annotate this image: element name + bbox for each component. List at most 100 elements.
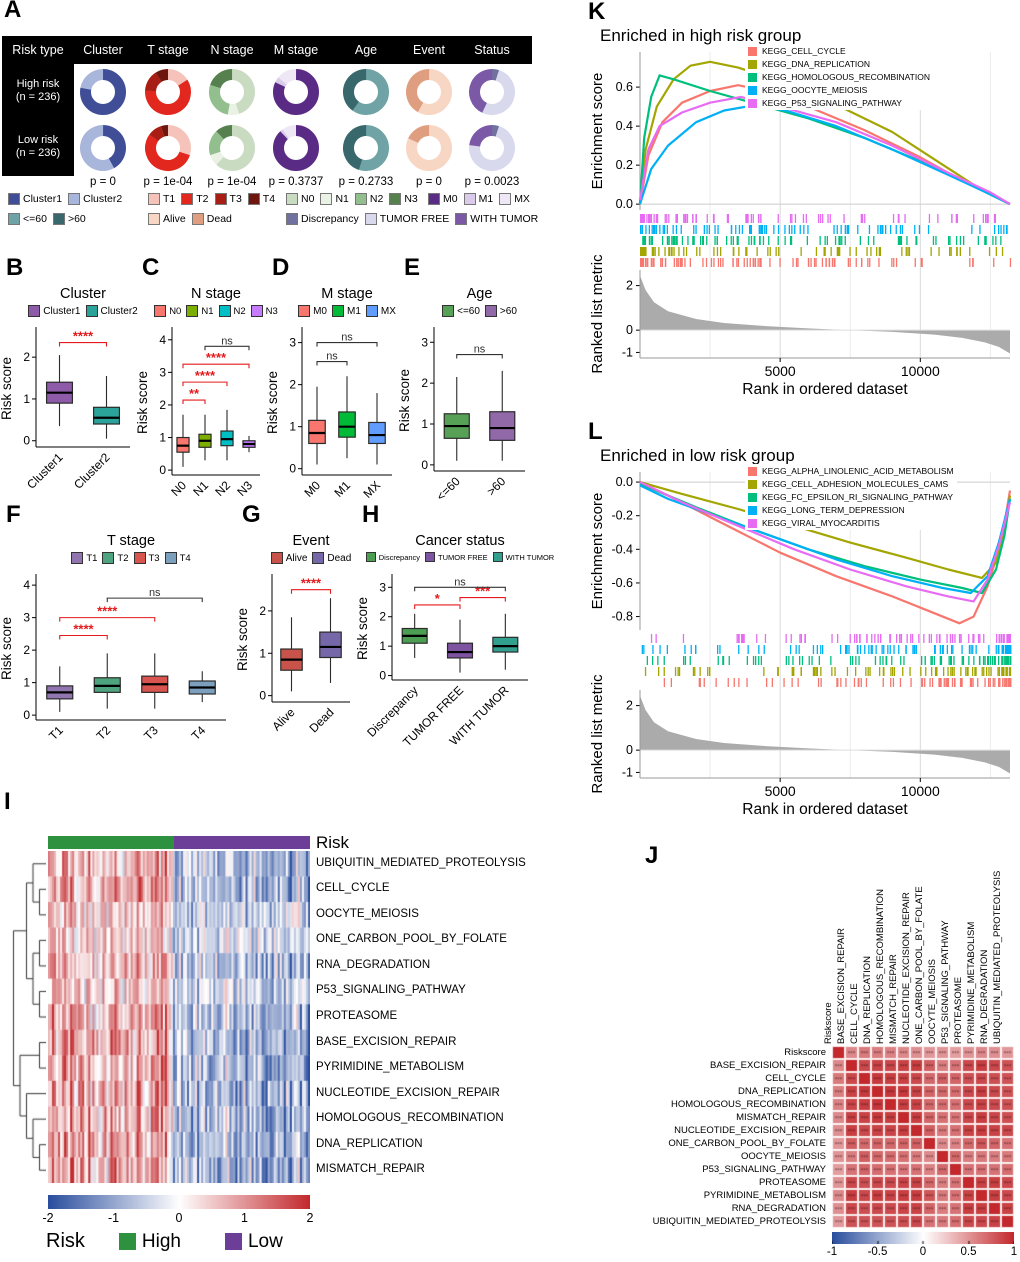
rug-tick (946, 645, 948, 654)
rug-tick (783, 678, 785, 687)
rug-tick (882, 656, 884, 665)
colorbar-tick-label: 1 (241, 1211, 248, 1225)
legend-label: WITH TUMOR (470, 213, 539, 225)
rug-tick (925, 667, 927, 676)
rug-tick (753, 258, 755, 267)
colorbar-tick-label: 1 (1010, 1246, 1018, 1258)
sig-bracket (182, 399, 206, 405)
rug-tick (992, 236, 994, 245)
legend-item: Cluster2 (85, 305, 138, 317)
rug-tick (975, 667, 977, 676)
rug-tick (987, 656, 989, 665)
legend-item: KEGG_OOCYTE_MEIOSIS (748, 85, 930, 95)
corr-col-label: MISMATCH_REPAIR (887, 954, 899, 1044)
risk-legend-label: High (141, 1230, 181, 1252)
corr-row-label: HOMOLOGOUS_RECOMBINATION (670, 1099, 826, 1110)
rug-tick (885, 656, 887, 665)
y-tick-label: 3 (289, 336, 296, 350)
corr-row-label: MISMATCH_REPAIR (736, 1112, 826, 1123)
rug-tick (995, 645, 997, 654)
corr-col-label: HOMOLOGOUS_RECOMBINATION (874, 888, 886, 1044)
rug-tick (702, 258, 704, 267)
rug-tick (654, 225, 656, 234)
rug-tick (915, 236, 917, 245)
donut-segment (208, 69, 255, 115)
sig-bracket (59, 617, 156, 622)
expression-heatmap-canvas (48, 851, 310, 1183)
rug-tick (800, 667, 802, 676)
ranked-metric-area (640, 695, 1010, 774)
rug-tick (1000, 236, 1002, 245)
legend-label: Discrepancy (378, 552, 421, 562)
rug-tick (988, 678, 990, 687)
rug-tick (716, 236, 718, 245)
legend-item: KEGG_P53_SIGNALING_PATHWAY (748, 98, 930, 108)
corr-row-label: UBIQUITIN_MEDIATED_PROTEOLYSIS (652, 1216, 826, 1227)
y-tick-label: 2 (23, 350, 30, 364)
rug-tick (899, 678, 902, 687)
x-tick-label: N0 (168, 478, 189, 499)
rug-tick (674, 667, 677, 676)
rug-tick (830, 247, 832, 256)
rug-tick (792, 667, 794, 676)
rug-tick (733, 247, 735, 256)
rug-tick (1008, 656, 1010, 665)
y-tick-label: 1 (23, 392, 30, 406)
rug-tick (999, 678, 1001, 687)
legend-key (218, 305, 231, 317)
rug-tick (866, 634, 868, 643)
rug-tick (813, 258, 816, 267)
rug-tick (914, 645, 916, 654)
y-tick-label: 2 (259, 604, 266, 618)
rug-tick (678, 247, 680, 256)
panel-b-chart: 0 1 2 Risk score Cluster1 Cluster2 **** (0, 258, 138, 505)
rug-tick (726, 236, 728, 245)
rug-tick (921, 678, 924, 687)
rug-tick (819, 236, 821, 245)
risk-legend-label: Low (247, 1230, 283, 1252)
rug-tick (969, 247, 971, 256)
colorbar-tick-label: 0.5 (960, 1246, 977, 1258)
boxplot-B: 0 1 2 Risk score Cluster1 Cluster2 **** (0, 327, 130, 492)
legend-key (748, 505, 757, 515)
rug-tick (666, 236, 669, 245)
panel-d: D M stage M0 M1 MX 0 1 2 3 Risk score M0 M1 MX ns n… (265, 254, 400, 505)
rug-tick (1010, 656, 1012, 665)
legend-item: TUMOR FREE (364, 213, 449, 225)
rug-tick (651, 225, 653, 234)
rug-tick (901, 247, 903, 256)
x-tick-label: T1 (46, 723, 66, 743)
rug-tick (995, 247, 997, 256)
x-tick-label: M1 (331, 478, 353, 500)
row-label-line2: (n = 236) (15, 91, 61, 103)
rug-tick (939, 678, 941, 687)
rug-tick (855, 247, 857, 256)
panel-e-legend: <=60 >60 (426, 305, 533, 317)
rug-tick (656, 214, 659, 223)
rug-tick (915, 645, 917, 654)
rug-tick (810, 258, 812, 267)
rug-tick (702, 236, 704, 245)
legend-key (85, 305, 98, 317)
corr-col-label: RNA_DEGRADATION (978, 949, 990, 1044)
rug-tick (977, 634, 980, 643)
rug-tick (899, 225, 902, 234)
p-value: p = 0.2733 (338, 176, 394, 188)
rug-tick (726, 214, 729, 223)
legend-label: KEGG_HOMOLOGOUS_RECOMBINATION (762, 72, 930, 82)
rug-tick (760, 258, 762, 267)
rug-tick (643, 236, 645, 245)
rug-tick (1001, 247, 1004, 256)
rug-tick (807, 225, 809, 234)
rug-tick (690, 645, 692, 654)
rug-tick (750, 225, 752, 234)
rug-tick (642, 247, 644, 256)
y-tick-label: 2 (379, 610, 386, 624)
rug-tick (951, 678, 954, 687)
rug-tick (799, 634, 801, 643)
rug-tick (989, 656, 992, 665)
rug-tick (759, 236, 761, 245)
rug-tick (900, 236, 903, 245)
legend-key (365, 305, 378, 317)
rug-tick (791, 225, 793, 234)
